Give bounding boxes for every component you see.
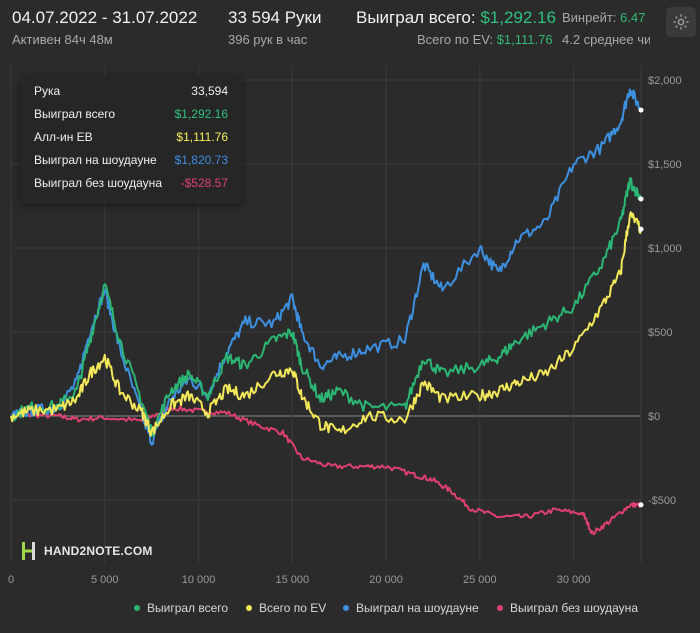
y-tick-label: $0 xyxy=(648,411,660,423)
hand2note-logo: HAND2NOTE.COM xyxy=(20,540,153,562)
x-tick-label: 20 000 xyxy=(369,574,403,586)
legend-label: Выиграл всего xyxy=(147,601,229,615)
won-total: Выиграл всего: $1,292.16 xyxy=(356,8,556,28)
active-time: Активен 84ч 48м xyxy=(12,32,113,47)
series-endpoint xyxy=(638,196,644,202)
legend-dot xyxy=(497,605,503,611)
ev-total-value: $1,111.76 xyxy=(496,32,553,47)
series-line xyxy=(10,177,642,438)
tooltip-value: $1,292.16 xyxy=(174,107,228,121)
gear-icon xyxy=(673,14,689,30)
logo-text: HAND2NOTE.COM xyxy=(44,544,153,558)
legend-dot xyxy=(343,605,349,611)
tooltip-label: Выиграл на шоудауне xyxy=(34,153,157,167)
legend-dot xyxy=(246,605,252,611)
hands-count: 33 594 Руки xyxy=(228,8,322,27)
legend-item-ev-total[interactable]: Всего по EV xyxy=(246,601,326,615)
chart-legend: Выиграл всего Всего по EV Выиграл на шоу… xyxy=(0,601,700,621)
y-tick-label: $1,500 xyxy=(648,159,682,171)
avg-tables: 4.2 среднее чи xyxy=(562,32,650,47)
tooltip-value: 33,594 xyxy=(191,84,228,98)
x-tick-label: 30 000 xyxy=(557,574,591,586)
tooltip-row-hands: Рука 33,594 xyxy=(34,84,228,100)
chart-tooltip: Рука 33,594 Выиграл всего $1,292.16 Алл-… xyxy=(20,76,242,204)
legend-label: Выиграл без шоудауна xyxy=(510,601,638,615)
x-tick-label: 0 xyxy=(8,574,14,586)
series-endpoint xyxy=(638,502,644,508)
won-total-value: $1,292.16 xyxy=(480,8,556,27)
x-tick-label: 15 000 xyxy=(275,574,309,586)
tooltip-row-non-showdown: Выиграл без шоудауна -$528.57 xyxy=(34,176,228,192)
legend-label: Всего по EV xyxy=(259,601,327,615)
legend-item-non-showdown[interactable]: Выиграл без шоудауна xyxy=(497,601,638,615)
winrate: Винрейт: 6.47 xyxy=(562,10,645,25)
y-tick-label: -$500 xyxy=(648,495,676,507)
winrate-value: 6.47 xyxy=(620,10,646,25)
tooltip-value: -$528.57 xyxy=(180,176,228,190)
won-total-label: Выиграл всего: xyxy=(356,8,476,27)
hands-per-hour: 396 рук в час xyxy=(228,32,308,47)
legend-item-won-total[interactable]: Выиграл всего xyxy=(134,601,228,615)
winrate-label: Винрейт: xyxy=(562,10,617,25)
x-tick-label: 10 000 xyxy=(182,574,216,586)
date-range: 04.07.2022 - 31.07.2022 xyxy=(12,8,198,27)
tooltip-row-allin-ev: Алл-ин EB $1,111.76 xyxy=(34,130,228,146)
tooltip-value: $1,111.76 xyxy=(176,130,228,144)
series-line xyxy=(10,211,642,437)
y-tick-label: $2,000 xyxy=(648,75,682,87)
settings-button[interactable] xyxy=(666,7,696,37)
tooltip-row-won: Выиграл всего $1,292.16 xyxy=(34,107,228,123)
h2n-logo-icon xyxy=(22,542,35,560)
tooltip-label: Алл-ин EB xyxy=(34,130,93,144)
series-endpoint xyxy=(638,107,644,113)
series-endpoint xyxy=(638,226,644,232)
y-tick-label: $1,000 xyxy=(648,243,682,255)
tooltip-label: Рука xyxy=(34,84,61,98)
tooltip-value: $1,820.73 xyxy=(174,153,228,167)
tooltip-row-showdown: Выиграл на шоудауне $1,820.73 xyxy=(34,153,228,169)
legend-item-showdown[interactable]: Выиграл на шоудауне xyxy=(343,601,479,615)
tooltip-label: Выиграл всего xyxy=(34,107,116,121)
ev-total-label: Всего по EV: xyxy=(417,32,494,47)
tooltip-label: Выиграл без шоудауна xyxy=(34,176,162,190)
legend-label: Выиграл на шоудауне xyxy=(356,601,479,615)
x-tick-label: 25 000 xyxy=(463,574,497,586)
y-tick-label: $500 xyxy=(648,327,672,339)
ev-total: Всего по EV: $1,111.76 xyxy=(417,32,553,47)
stats-header: 04.07.2022 - 31.07.2022 33 594 Руки Выиг… xyxy=(0,0,700,58)
x-tick-label: 5 000 xyxy=(91,574,119,586)
legend-dot xyxy=(134,605,140,611)
series-line xyxy=(10,88,642,446)
series-line xyxy=(10,405,642,536)
